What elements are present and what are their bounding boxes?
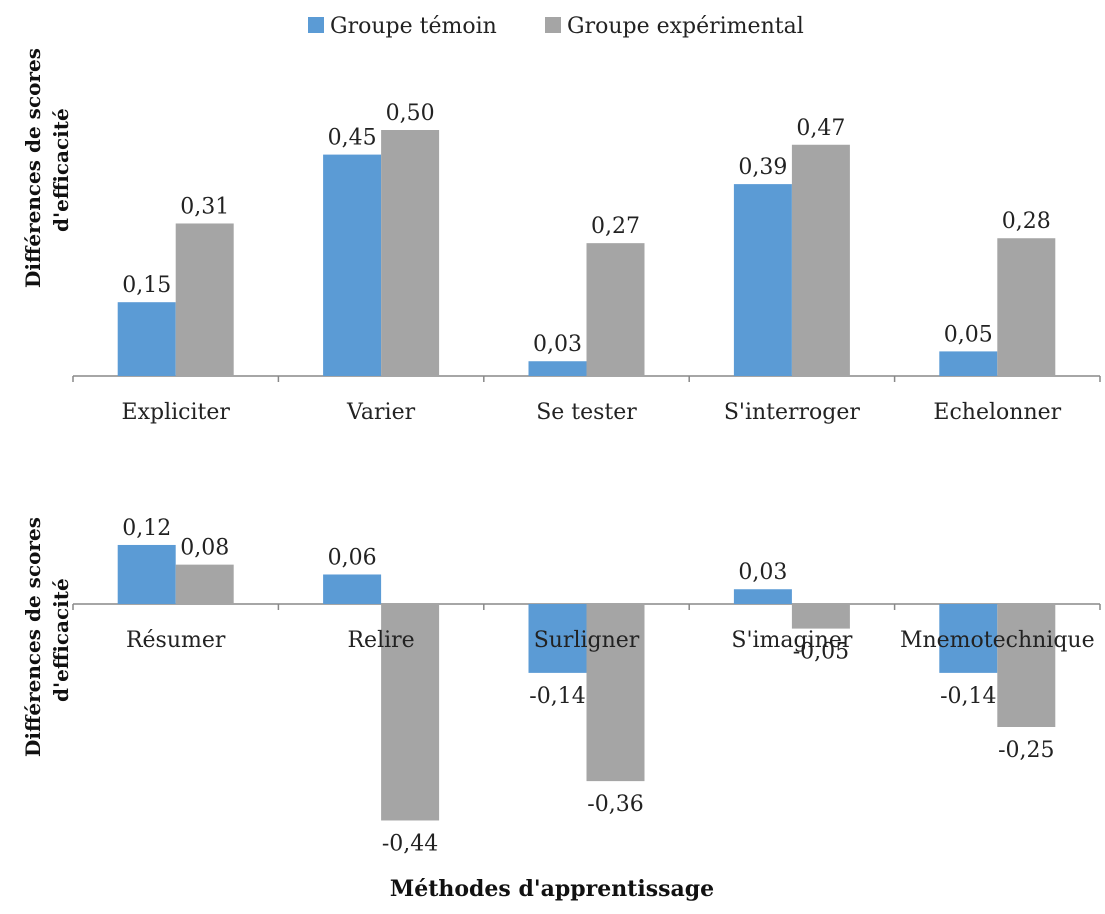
bottom-value-label-experimental-4: -0,05 bbox=[793, 640, 849, 665]
top-ylabel-line1: Différences de scores bbox=[21, 48, 45, 288]
bottom-value-label-temoin-4: 0,03 bbox=[738, 560, 787, 585]
legend-label-experimental: Groupe expérimental bbox=[567, 14, 804, 39]
bottom-bar-experimental-3 bbox=[586, 604, 645, 782]
bottom-bar-temoin-5 bbox=[939, 604, 998, 673]
top-ylabel-line2: d'efficacité bbox=[49, 108, 73, 232]
legend-label-temoin: Groupe témoin bbox=[330, 14, 497, 39]
top-bar-experimental-4 bbox=[791, 144, 850, 376]
top-value-label-temoin-5: 0,05 bbox=[944, 322, 993, 347]
bottom-y-axis-title: Différences de scores d'efficacité bbox=[21, 517, 73, 757]
top-value-label-temoin-3: 0,03 bbox=[533, 332, 582, 357]
top-bar-experimental-1 bbox=[175, 223, 234, 376]
x-axis-title: Méthodes d'apprentissage bbox=[390, 876, 714, 902]
top-bar-temoin-5 bbox=[939, 351, 998, 376]
top-bar-temoin-2 bbox=[323, 154, 382, 376]
bottom-value-label-experimental-1: 0,08 bbox=[180, 536, 229, 561]
top-category-label-1: Expliciter bbox=[122, 400, 231, 425]
bottom-ylabel-line1: Différences de scores bbox=[21, 517, 45, 757]
top-category-label-4: S'interroger bbox=[724, 400, 861, 425]
bottom-value-label-temoin-5: -0,14 bbox=[940, 684, 996, 709]
bottom-value-label-experimental-3: -0,36 bbox=[587, 792, 643, 817]
bottom-value-label-temoin-3: -0,14 bbox=[529, 684, 585, 709]
bottom-bar-temoin-3 bbox=[528, 604, 587, 673]
bottom-bar-temoin-2 bbox=[323, 574, 382, 604]
top-value-label-experimental-5: 0,28 bbox=[1002, 209, 1051, 234]
bottom-category-label-1: Résumer bbox=[126, 628, 226, 653]
bottom-bar-experimental-5 bbox=[997, 604, 1056, 727]
bottom-ylabel-line2: d'efficacité bbox=[49, 578, 73, 702]
legend-swatch-experimental bbox=[545, 17, 561, 33]
top-value-label-temoin-4: 0,39 bbox=[738, 155, 787, 180]
top-value-label-experimental-2: 0,50 bbox=[386, 101, 435, 126]
top-value-label-temoin-1: 0,15 bbox=[122, 273, 171, 298]
top-bar-temoin-3 bbox=[528, 361, 587, 376]
bottom-bar-temoin-4 bbox=[733, 589, 792, 604]
bottom-bar-experimental-2 bbox=[381, 604, 440, 821]
bottom-panel: 0,12 0,08 Résumer 0,06 -0,44 Relire -0,14 -0,36… bbox=[72, 516, 1101, 856]
bottom-category-label-3: Surligner bbox=[534, 628, 640, 653]
bottom-category-label-5: Mnemotechnique bbox=[900, 628, 1095, 653]
top-bar-experimental-2 bbox=[381, 130, 440, 376]
top-panel: 0,15 0,31 Expliciter 0,45 0,50 Varier 0,03 0,27… bbox=[72, 101, 1101, 425]
bottom-bar-experimental-4 bbox=[791, 604, 850, 629]
top-category-label-5: Echelonner bbox=[933, 400, 1061, 425]
top-category-label-2: Varier bbox=[346, 400, 416, 425]
top-category-label-3: Se tester bbox=[536, 400, 637, 425]
top-bar-temoin-4 bbox=[733, 184, 792, 376]
bottom-value-label-temoin-1: 0,12 bbox=[122, 516, 171, 541]
bottom-value-label-temoin-2: 0,06 bbox=[328, 545, 377, 570]
top-value-label-experimental-4: 0,47 bbox=[796, 116, 845, 141]
bottom-category-label-2: Relire bbox=[347, 628, 414, 653]
top-bar-experimental-5 bbox=[997, 238, 1056, 376]
bottom-value-label-experimental-2: -0,44 bbox=[382, 831, 438, 856]
top-bar-temoin-1 bbox=[117, 302, 176, 376]
bottom-bar-temoin-1 bbox=[117, 544, 176, 604]
top-value-label-experimental-3: 0,27 bbox=[591, 214, 640, 239]
top-value-label-temoin-2: 0,45 bbox=[328, 126, 377, 151]
legend-swatch-temoin bbox=[308, 17, 324, 33]
bottom-bar-experimental-1 bbox=[175, 564, 234, 604]
bottom-value-label-experimental-5: -0,25 bbox=[998, 738, 1054, 763]
bottom-category-label-4: S'imaginer bbox=[731, 628, 852, 653]
top-y-axis-title: Différences de scores d'efficacité bbox=[21, 48, 73, 288]
top-bar-experimental-3 bbox=[586, 243, 645, 376]
top-value-label-experimental-1: 0,31 bbox=[180, 194, 229, 219]
legend: Groupe témoin Groupe expérimental bbox=[308, 14, 804, 39]
